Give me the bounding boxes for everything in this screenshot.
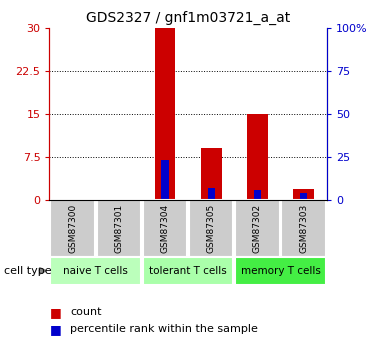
Bar [143,257,233,285]
Text: ■: ■ [49,306,61,319]
Bar [143,200,187,257]
Bar [207,188,215,200]
Text: memory T cells: memory T cells [241,266,320,276]
Bar [50,257,141,285]
Bar [282,200,326,257]
Bar [293,189,314,200]
Text: GSM87304: GSM87304 [160,204,169,253]
Bar [254,190,261,200]
Bar [155,28,176,200]
Bar [189,200,233,257]
Text: ■: ■ [49,323,61,336]
Text: GSM87302: GSM87302 [253,204,262,253]
Bar [97,200,141,257]
Bar [162,160,169,200]
Text: GSM87305: GSM87305 [207,204,216,253]
Bar [300,193,307,200]
Text: cell type: cell type [4,266,51,276]
Bar [235,200,280,257]
Text: GSM87301: GSM87301 [114,204,123,253]
Title: GDS2327 / gnf1m03721_a_at: GDS2327 / gnf1m03721_a_at [86,11,290,25]
Text: count: count [70,307,102,317]
Bar [201,148,222,200]
Text: naive T cells: naive T cells [63,266,128,276]
Text: GSM87300: GSM87300 [68,204,77,253]
Bar [247,114,268,200]
Text: GSM87303: GSM87303 [299,204,308,253]
Bar [50,200,95,257]
Text: percentile rank within the sample: percentile rank within the sample [70,325,258,334]
Text: tolerant T cells: tolerant T cells [149,266,227,276]
Bar [235,257,326,285]
